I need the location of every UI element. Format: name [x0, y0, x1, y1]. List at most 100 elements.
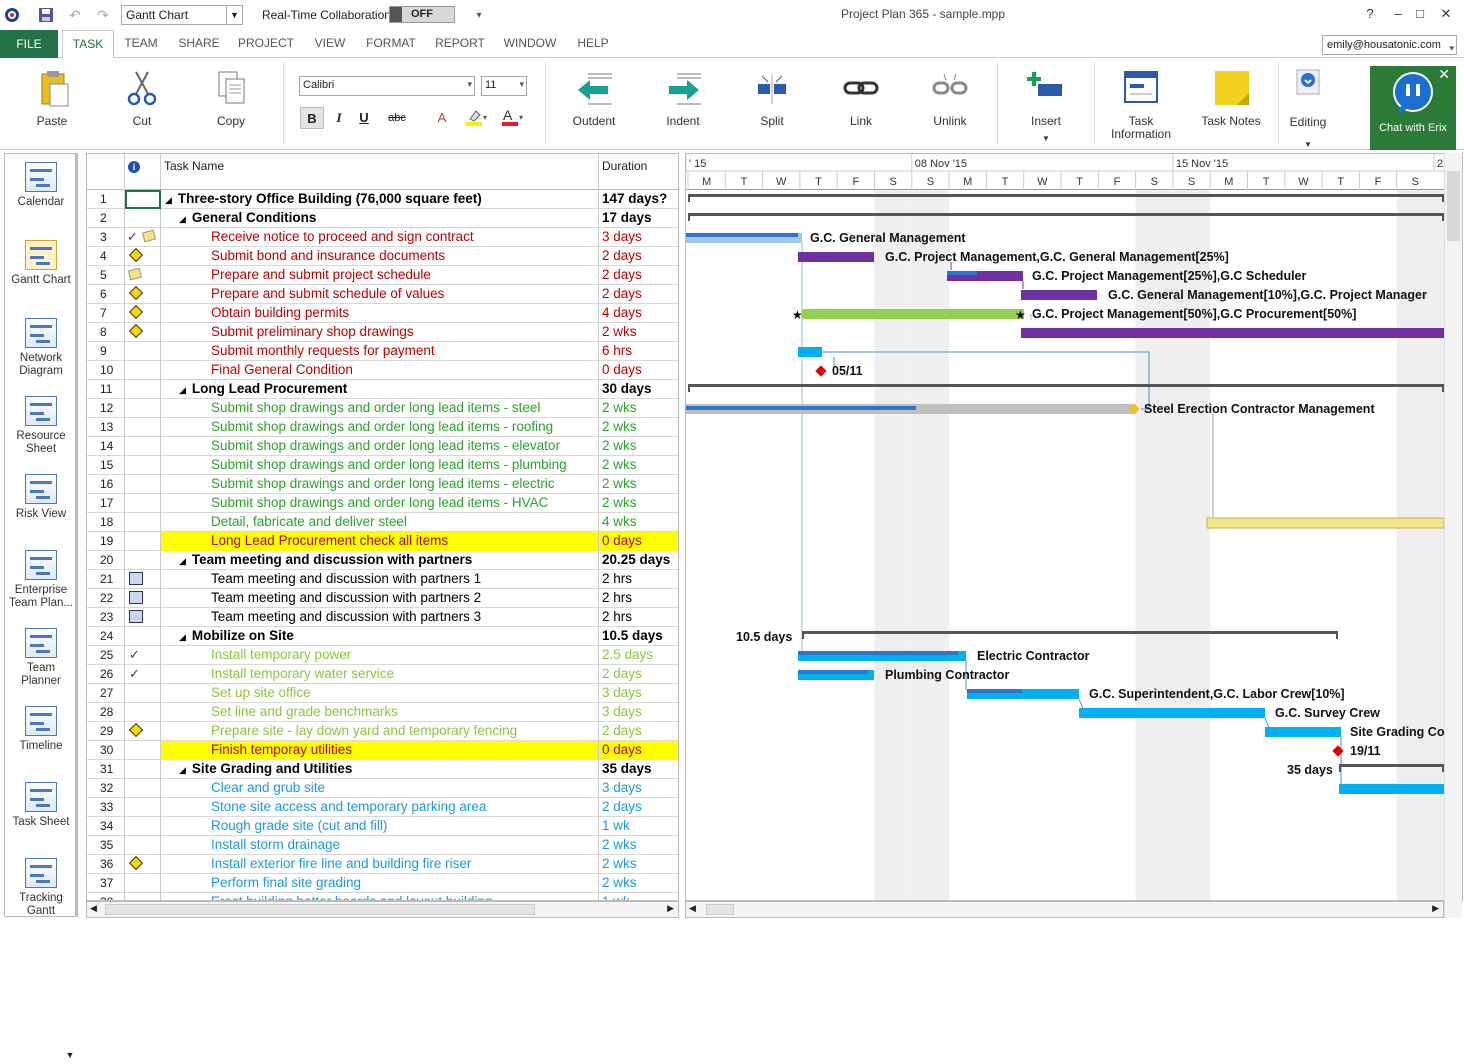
view-task-sheet[interactable]: Task Sheet: [5, 782, 77, 829]
table-row[interactable]: 19 Long Lead Procurement check all items 0…: [87, 532, 678, 551]
row-id[interactable]: 12: [87, 399, 125, 418]
task-name-cell[interactable]: Team meeting and discussion with partner…: [161, 608, 599, 627]
duration-cell[interactable]: 2 hrs: [602, 590, 633, 605]
row-indicators[interactable]: [125, 608, 161, 627]
row-id[interactable]: 16: [87, 475, 125, 494]
row-indicators[interactable]: [125, 437, 161, 456]
row-indicators[interactable]: [125, 494, 161, 513]
duration-cell[interactable]: 4 days: [602, 305, 642, 320]
duration-cell[interactable]: 2 wks: [602, 438, 637, 453]
row-id[interactable]: 19: [87, 532, 125, 551]
duration-cell[interactable]: 3 days: [602, 704, 642, 719]
row-id[interactable]: 7: [87, 304, 125, 323]
row-indicators[interactable]: [125, 456, 161, 475]
view-bar-scroll-down[interactable]: ▼: [65, 1050, 75, 1060]
task-name-cell[interactable]: ◢ Site Grading and Utilities: [161, 760, 599, 779]
row-id[interactable]: 3: [87, 228, 125, 247]
editing-button[interactable]: Editing ▼: [1284, 64, 1332, 149]
tab-view[interactable]: VIEW: [314, 36, 346, 50]
row-id[interactable]: 33: [87, 798, 125, 817]
task-name-cell[interactable]: Install exterior fire line and building …: [161, 855, 599, 874]
copy-button[interactable]: Copy: [205, 64, 257, 146]
task-name-cell[interactable]: Obtain building permits: [161, 304, 599, 323]
row-indicators[interactable]: [125, 323, 161, 342]
task-name-cell[interactable]: Team meeting and discussion with partner…: [161, 570, 599, 589]
task-name-cell[interactable]: Submit bond and insurance documents: [161, 247, 599, 266]
duration-cell[interactable]: 3 days: [602, 780, 642, 795]
row-indicators[interactable]: [125, 798, 161, 817]
gantt-horizontal-scrollbar[interactable]: ◀ ▶: [685, 901, 1444, 918]
row-id[interactable]: 24: [87, 627, 125, 646]
tab-format[interactable]: FORMAT: [366, 36, 416, 50]
row-id[interactable]: 29: [87, 722, 125, 741]
row-id[interactable]: 18: [87, 513, 125, 532]
task-name-cell[interactable]: Receive notice to proceed and sign contr…: [161, 228, 599, 247]
task-name-cell[interactable]: Install temporary power: [161, 646, 599, 665]
table-row[interactable]: 31 ◢ Site Grading and Utilities 35 days: [87, 760, 678, 779]
task-name-cell[interactable]: ◢ Three-story Office Building (76,000 squ…: [161, 190, 599, 209]
task-name-cell[interactable]: Team meeting and discussion with partner…: [161, 589, 599, 608]
row-id[interactable]: 10: [87, 361, 125, 380]
task-name-column-header[interactable]: Task Name: [161, 154, 599, 190]
table-row[interactable]: 13 Submit shop drawings and order long le…: [87, 418, 678, 437]
row-id[interactable]: 23: [87, 608, 125, 627]
table-row[interactable]: 15 Submit shop drawings and order long le…: [87, 456, 678, 475]
scroll-right-icon[interactable]: ▶: [1432, 903, 1439, 913]
scroll-left-icon[interactable]: ◀: [689, 903, 696, 913]
outdent-button[interactable]: Outdent: [566, 64, 622, 146]
table-row[interactable]: 3 ✓ Receive notice to proceed and sign con…: [87, 228, 678, 247]
table-row[interactable]: 10 Final General Condition 0 days: [87, 361, 678, 380]
tab-team[interactable]: TEAM: [124, 36, 158, 50]
row-indicators[interactable]: [125, 855, 161, 874]
duration-cell[interactable]: 2 days: [602, 286, 642, 301]
close-button[interactable]: ✕: [1440, 6, 1452, 21]
duration-cell[interactable]: 2 days: [602, 666, 642, 681]
duration-cell[interactable]: 10.5 days: [602, 628, 663, 643]
table-row[interactable]: 24 ◢ Mobilize on Site 10.5 days: [87, 627, 678, 646]
row-id[interactable]: 8: [87, 323, 125, 342]
row-id[interactable]: 20: [87, 551, 125, 570]
task-name-cell[interactable]: Stone site access and temporary parking …: [161, 798, 599, 817]
view-gantt-chart[interactable]: Gantt Chart: [5, 240, 77, 287]
table-row[interactable]: 25 ✓ Install temporary power 2.5 days: [87, 646, 678, 665]
table-row[interactable]: 9 Submit monthly requests for payment 6 hr…: [87, 342, 678, 361]
task-name-cell[interactable]: Submit shop drawings and order long lead…: [161, 418, 599, 437]
view-risk-view[interactable]: Risk View: [5, 474, 77, 521]
minimize-button[interactable]: –: [1394, 6, 1402, 21]
redo-icon[interactable]: ↷: [97, 6, 109, 23]
strikethrough-button[interactable]: abc: [388, 112, 406, 124]
table-row[interactable]: 28 Set line and grade benchmarks 3 days: [87, 703, 678, 722]
collapse-triangle-icon[interactable]: ◢: [179, 556, 186, 566]
duration-cell[interactable]: 2 hrs: [602, 571, 633, 586]
tab-share[interactable]: SHARE: [178, 36, 220, 50]
scroll-thumb[interactable]: [1447, 171, 1460, 241]
table-row[interactable]: 36 Install exterior fire line and buildin…: [87, 855, 678, 874]
row-indicators[interactable]: [125, 418, 161, 437]
table-row[interactable]: 26 ✓ Install temporary water service 2 days: [87, 665, 678, 684]
view-tracking-gantt[interactable]: Tracking Gantt: [5, 858, 77, 918]
duration-cell[interactable]: 2 wks: [602, 837, 637, 852]
tab-window[interactable]: WINDOW: [503, 36, 557, 50]
row-indicators[interactable]: [125, 285, 161, 304]
task-name-cell[interactable]: ◢ General Conditions: [161, 209, 599, 228]
duration-cell[interactable]: 2 days: [602, 248, 642, 263]
table-row[interactable]: 8 Submit preliminary shop drawings 2 wks: [87, 323, 678, 342]
duration-cell[interactable]: 2 wks: [602, 457, 637, 472]
help-button[interactable]: ?: [1366, 6, 1374, 21]
duration-cell[interactable]: 1 wk: [599, 893, 678, 900]
row-indicators[interactable]: [125, 817, 161, 836]
table-row[interactable]: 5 Prepare and submit project schedule 2 da…: [87, 266, 678, 285]
table-row[interactable]: 4 Submit bond and insurance documents 2 da…: [87, 247, 678, 266]
task-name-cell[interactable]: Prepare and submit project schedule: [161, 266, 599, 285]
select-all-corner[interactable]: [87, 154, 125, 190]
row-indicators[interactable]: [125, 779, 161, 798]
cut-button[interactable]: Cut: [116, 64, 168, 146]
row-id[interactable]: 36: [87, 855, 125, 874]
tab-report[interactable]: REPORT: [435, 36, 485, 50]
table-row[interactable]: 11 ◢ Long Lead Procurement 30 days: [87, 380, 678, 399]
task-name-cell[interactable]: Clear and grub site: [161, 779, 599, 798]
table-row[interactable]: 17 Submit shop drawings and order long le…: [87, 494, 678, 513]
row-id[interactable]: 17: [87, 494, 125, 513]
row-indicators[interactable]: [125, 361, 161, 380]
insert-button[interactable]: Insert ▼: [1018, 64, 1074, 146]
